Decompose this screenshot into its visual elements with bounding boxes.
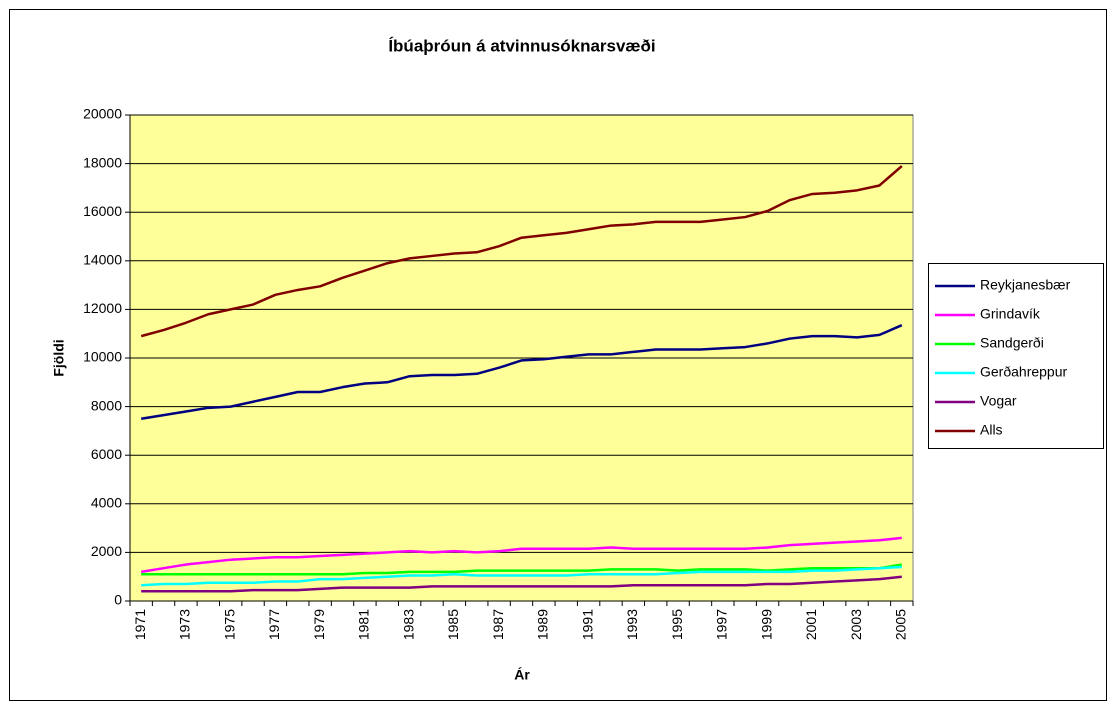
x-tick-label: 1997 xyxy=(714,609,730,640)
y-tick-label: 20000 xyxy=(83,106,122,122)
x-tick-label: 2001 xyxy=(803,609,819,640)
y-tick-label: 18000 xyxy=(83,154,122,170)
series-line xyxy=(140,324,903,420)
y-tick-label: 2000 xyxy=(91,543,122,559)
series-line xyxy=(140,536,902,574)
y-tick-label: 16000 xyxy=(83,203,122,219)
x-tick-label: 1989 xyxy=(535,609,551,640)
x-tick-label: 1995 xyxy=(669,609,685,640)
legend-label: Reykjanesbær xyxy=(980,277,1071,293)
y-tick-label: 0 xyxy=(114,592,122,608)
y-tick-label: 10000 xyxy=(83,349,122,365)
x-tick-label: 1977 xyxy=(266,609,282,640)
y-axis-label: Fjöldi xyxy=(51,339,67,376)
x-tick-label: 1983 xyxy=(400,609,416,640)
legend-label: Grindavík xyxy=(980,306,1041,322)
y-tick-label: 12000 xyxy=(83,300,122,316)
series-line xyxy=(141,575,902,593)
x-tick-label: 1993 xyxy=(624,609,640,640)
x-tick-label: 1987 xyxy=(490,609,506,640)
series-line xyxy=(141,563,903,576)
y-tick-label: 8000 xyxy=(91,397,122,413)
x-tick-label: 1981 xyxy=(356,609,372,640)
x-tick-label: 1985 xyxy=(445,609,461,640)
legend-label: Alls xyxy=(980,422,1003,438)
x-tick-label: 1975 xyxy=(221,609,237,640)
y-tick-label: 4000 xyxy=(91,495,122,511)
series-line xyxy=(141,565,902,587)
x-tick-label: 1991 xyxy=(579,609,595,640)
chart-title: Íbúaþróun á atvinnusóknarsvæði xyxy=(388,36,655,55)
x-tick-label: 1979 xyxy=(311,609,327,640)
legend-label: Gerðahreppur xyxy=(980,364,1068,380)
legend-box xyxy=(928,263,1104,449)
y-tick-label: 6000 xyxy=(91,446,122,462)
x-tick-label: 1999 xyxy=(758,609,774,640)
x-tick-label: 2003 xyxy=(848,609,864,640)
x-axis-label: Ár xyxy=(514,667,530,683)
legend-label: Sandgerði xyxy=(980,335,1044,351)
legend-label: Vogar xyxy=(980,393,1017,409)
y-tick-label: 14000 xyxy=(83,252,122,268)
x-tick-label: 2005 xyxy=(893,609,909,640)
x-tick-label: 1971 xyxy=(132,609,148,640)
series-line xyxy=(140,165,903,338)
x-tick-label: 1973 xyxy=(177,609,193,640)
